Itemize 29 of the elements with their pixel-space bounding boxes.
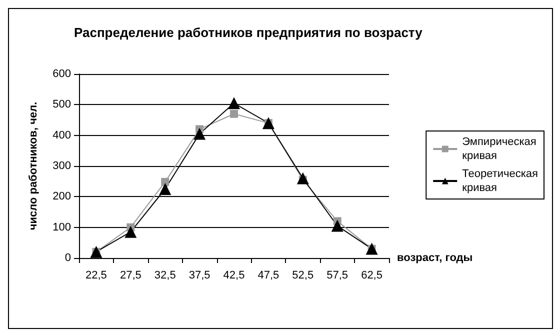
x-tick-label: 42,5 (223, 270, 245, 282)
x-tick-label: 37,5 (188, 270, 210, 282)
point (230, 110, 238, 118)
x-tick-label: 52,5 (292, 270, 314, 282)
y-tick-label: 600 (52, 68, 71, 80)
point (159, 183, 172, 195)
y-tick-label: 0 (64, 252, 71, 264)
point (296, 172, 309, 184)
y-tick-label: 200 (52, 190, 71, 203)
legend-label: Эмпирическая кривая (462, 136, 536, 162)
x-tick-label: 47,5 (258, 270, 280, 282)
y-tick-label: 400 (52, 129, 71, 142)
x-tick-label: 62,5 (361, 270, 382, 282)
legend-label: Теоретическая кривая (462, 168, 538, 194)
point (161, 178, 170, 186)
x-tick-label: 57,5 (326, 270, 348, 282)
point (124, 226, 137, 238)
y-tick-label: 500 (52, 98, 71, 111)
x-axis-title: возраст, годы (397, 252, 473, 264)
point (228, 97, 240, 110)
y-tick-label: 300 (52, 160, 71, 172)
x-tick-label: 22,5 (86, 270, 107, 282)
y-tick-label: 100 (52, 221, 71, 234)
x-tick-label: 32,5 (154, 270, 176, 282)
y-axis-title: число работников, чел. (28, 102, 40, 230)
x-tick-label: 27,5 (120, 270, 142, 282)
chart-title: Распределение работников предприятия по возрасту (74, 25, 424, 40)
point (331, 220, 344, 232)
point (194, 128, 206, 140)
